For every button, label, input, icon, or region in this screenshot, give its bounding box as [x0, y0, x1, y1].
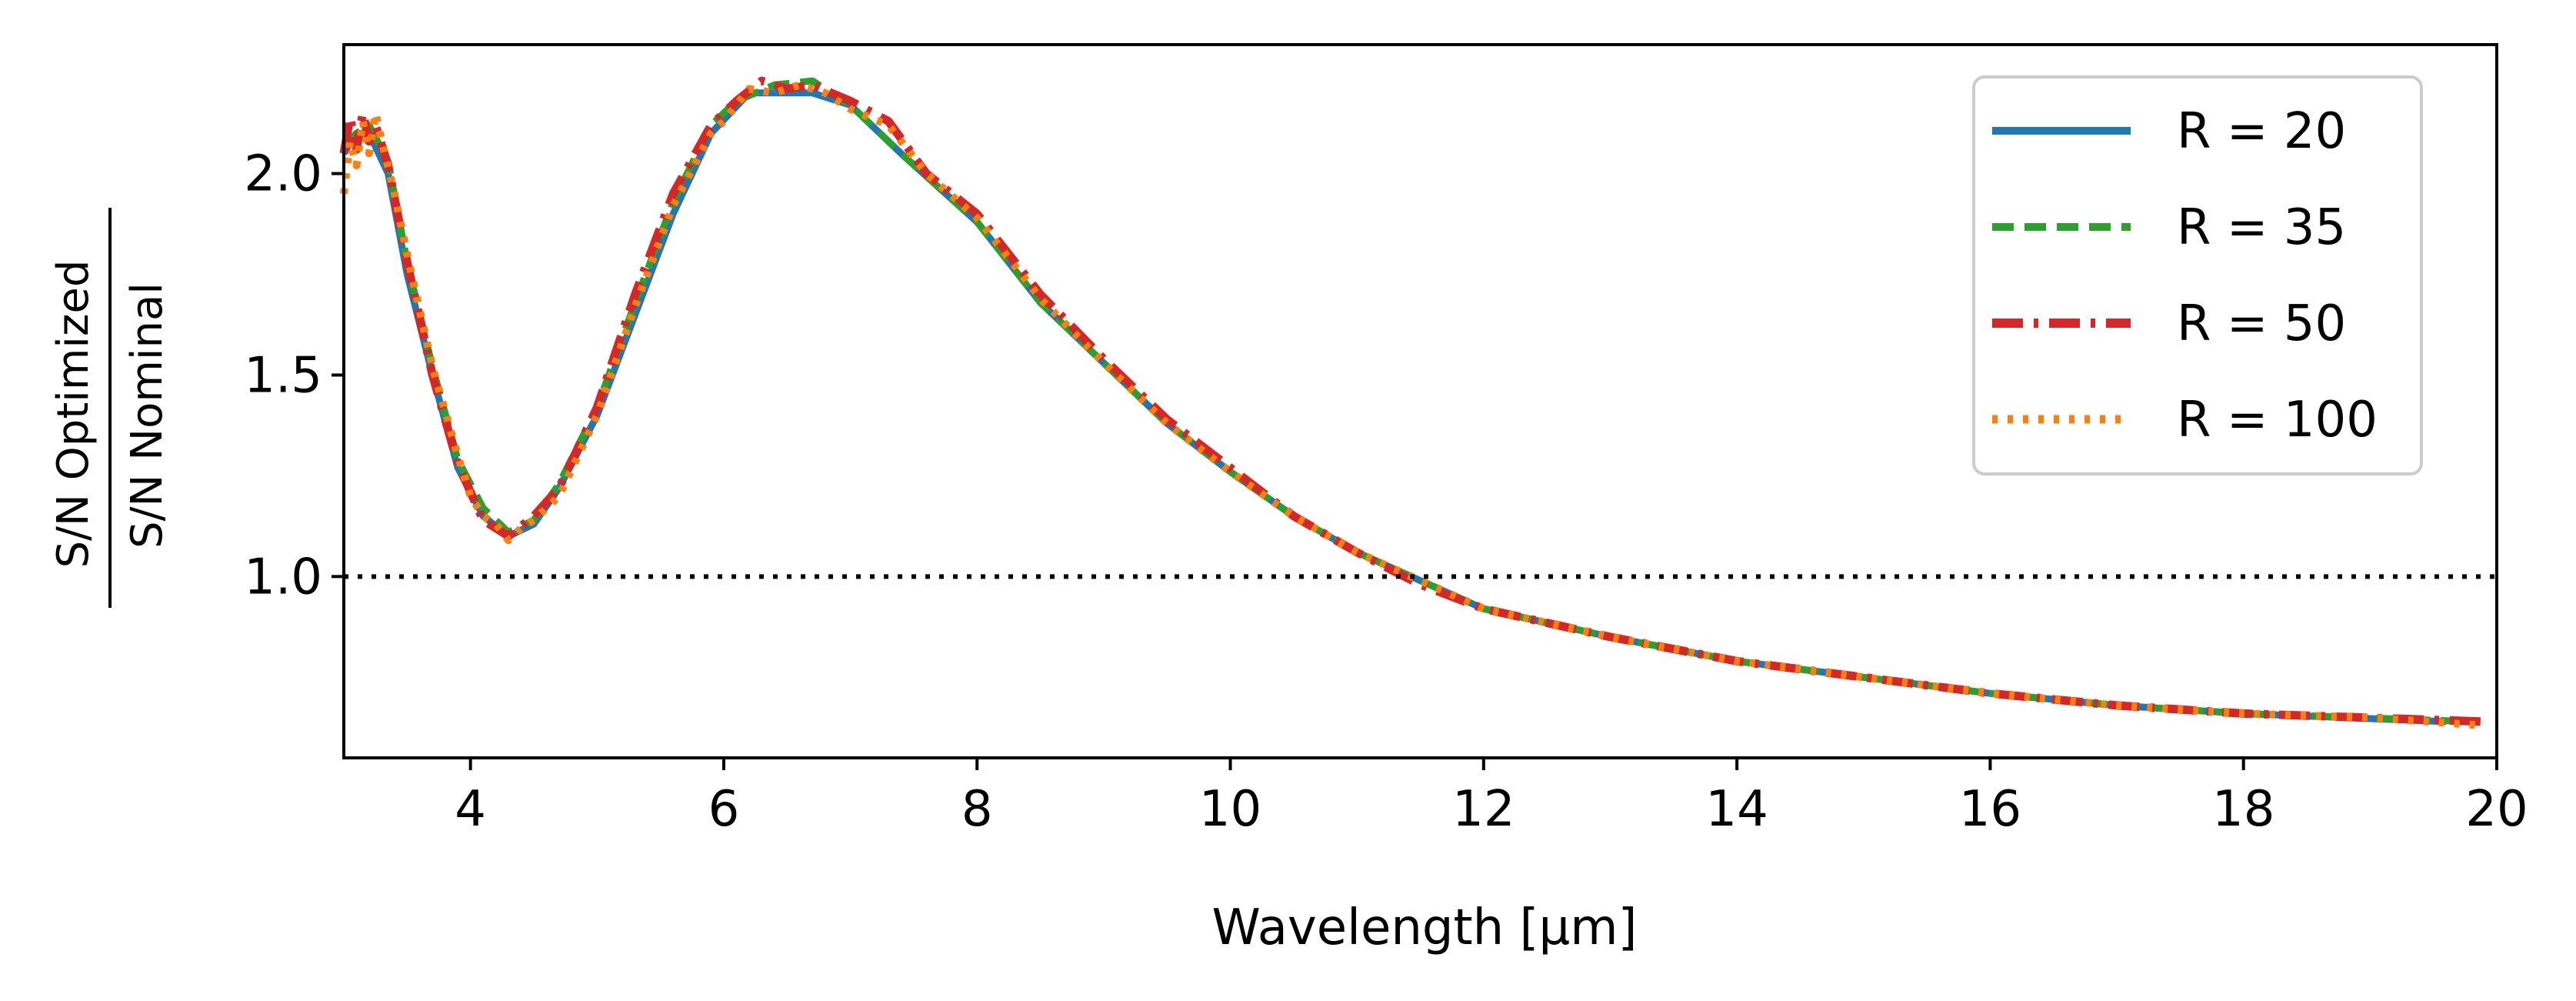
- series-layer: [339, 76, 2484, 730]
- legend-label-100: R = 100: [2177, 392, 2378, 449]
- series-line-100: [340, 81, 2484, 730]
- axis-ticks: 4 6 8 10 12 14 16 18 20 1.0 1.5 2.0: [244, 146, 2528, 838]
- x-axis-label: Wavelength [μm]: [1212, 899, 1638, 956]
- series-line-50: [339, 76, 2484, 726]
- legend: R = 20 R = 35 R = 50 R = 100: [1972, 75, 2423, 475]
- y-axis-label-denominator: S/N Nominal: [122, 282, 172, 549]
- x-tick-label: 12: [1452, 781, 1515, 838]
- x-tick-label: 16: [1959, 781, 2021, 838]
- x-tick-label: 10: [1199, 781, 1261, 838]
- legend-label-35: R = 35: [2177, 199, 2346, 256]
- legend-box: [1972, 75, 2423, 475]
- x-tick-label: 18: [2212, 781, 2274, 838]
- legend-label-50: R = 50: [2177, 295, 2346, 352]
- x-tick-label: 14: [1705, 781, 1768, 838]
- y-tick-label: 1.0: [244, 549, 322, 606]
- y-tick-label: 2.0: [244, 146, 322, 203]
- y-tick-label: 1.5: [244, 347, 322, 404]
- x-tick-label: 6: [708, 781, 740, 838]
- legend-label-20: R = 20: [2177, 103, 2346, 160]
- x-tick-label: 20: [2465, 781, 2528, 838]
- y-axis-label: S/N Optimized S/N Nominal: [48, 208, 172, 608]
- y-axis-label-numerator: S/N Optimized: [48, 260, 98, 569]
- x-tick-label: 4: [455, 781, 486, 838]
- x-tick-label: 8: [961, 781, 993, 838]
- plot-frame: [342, 43, 2498, 759]
